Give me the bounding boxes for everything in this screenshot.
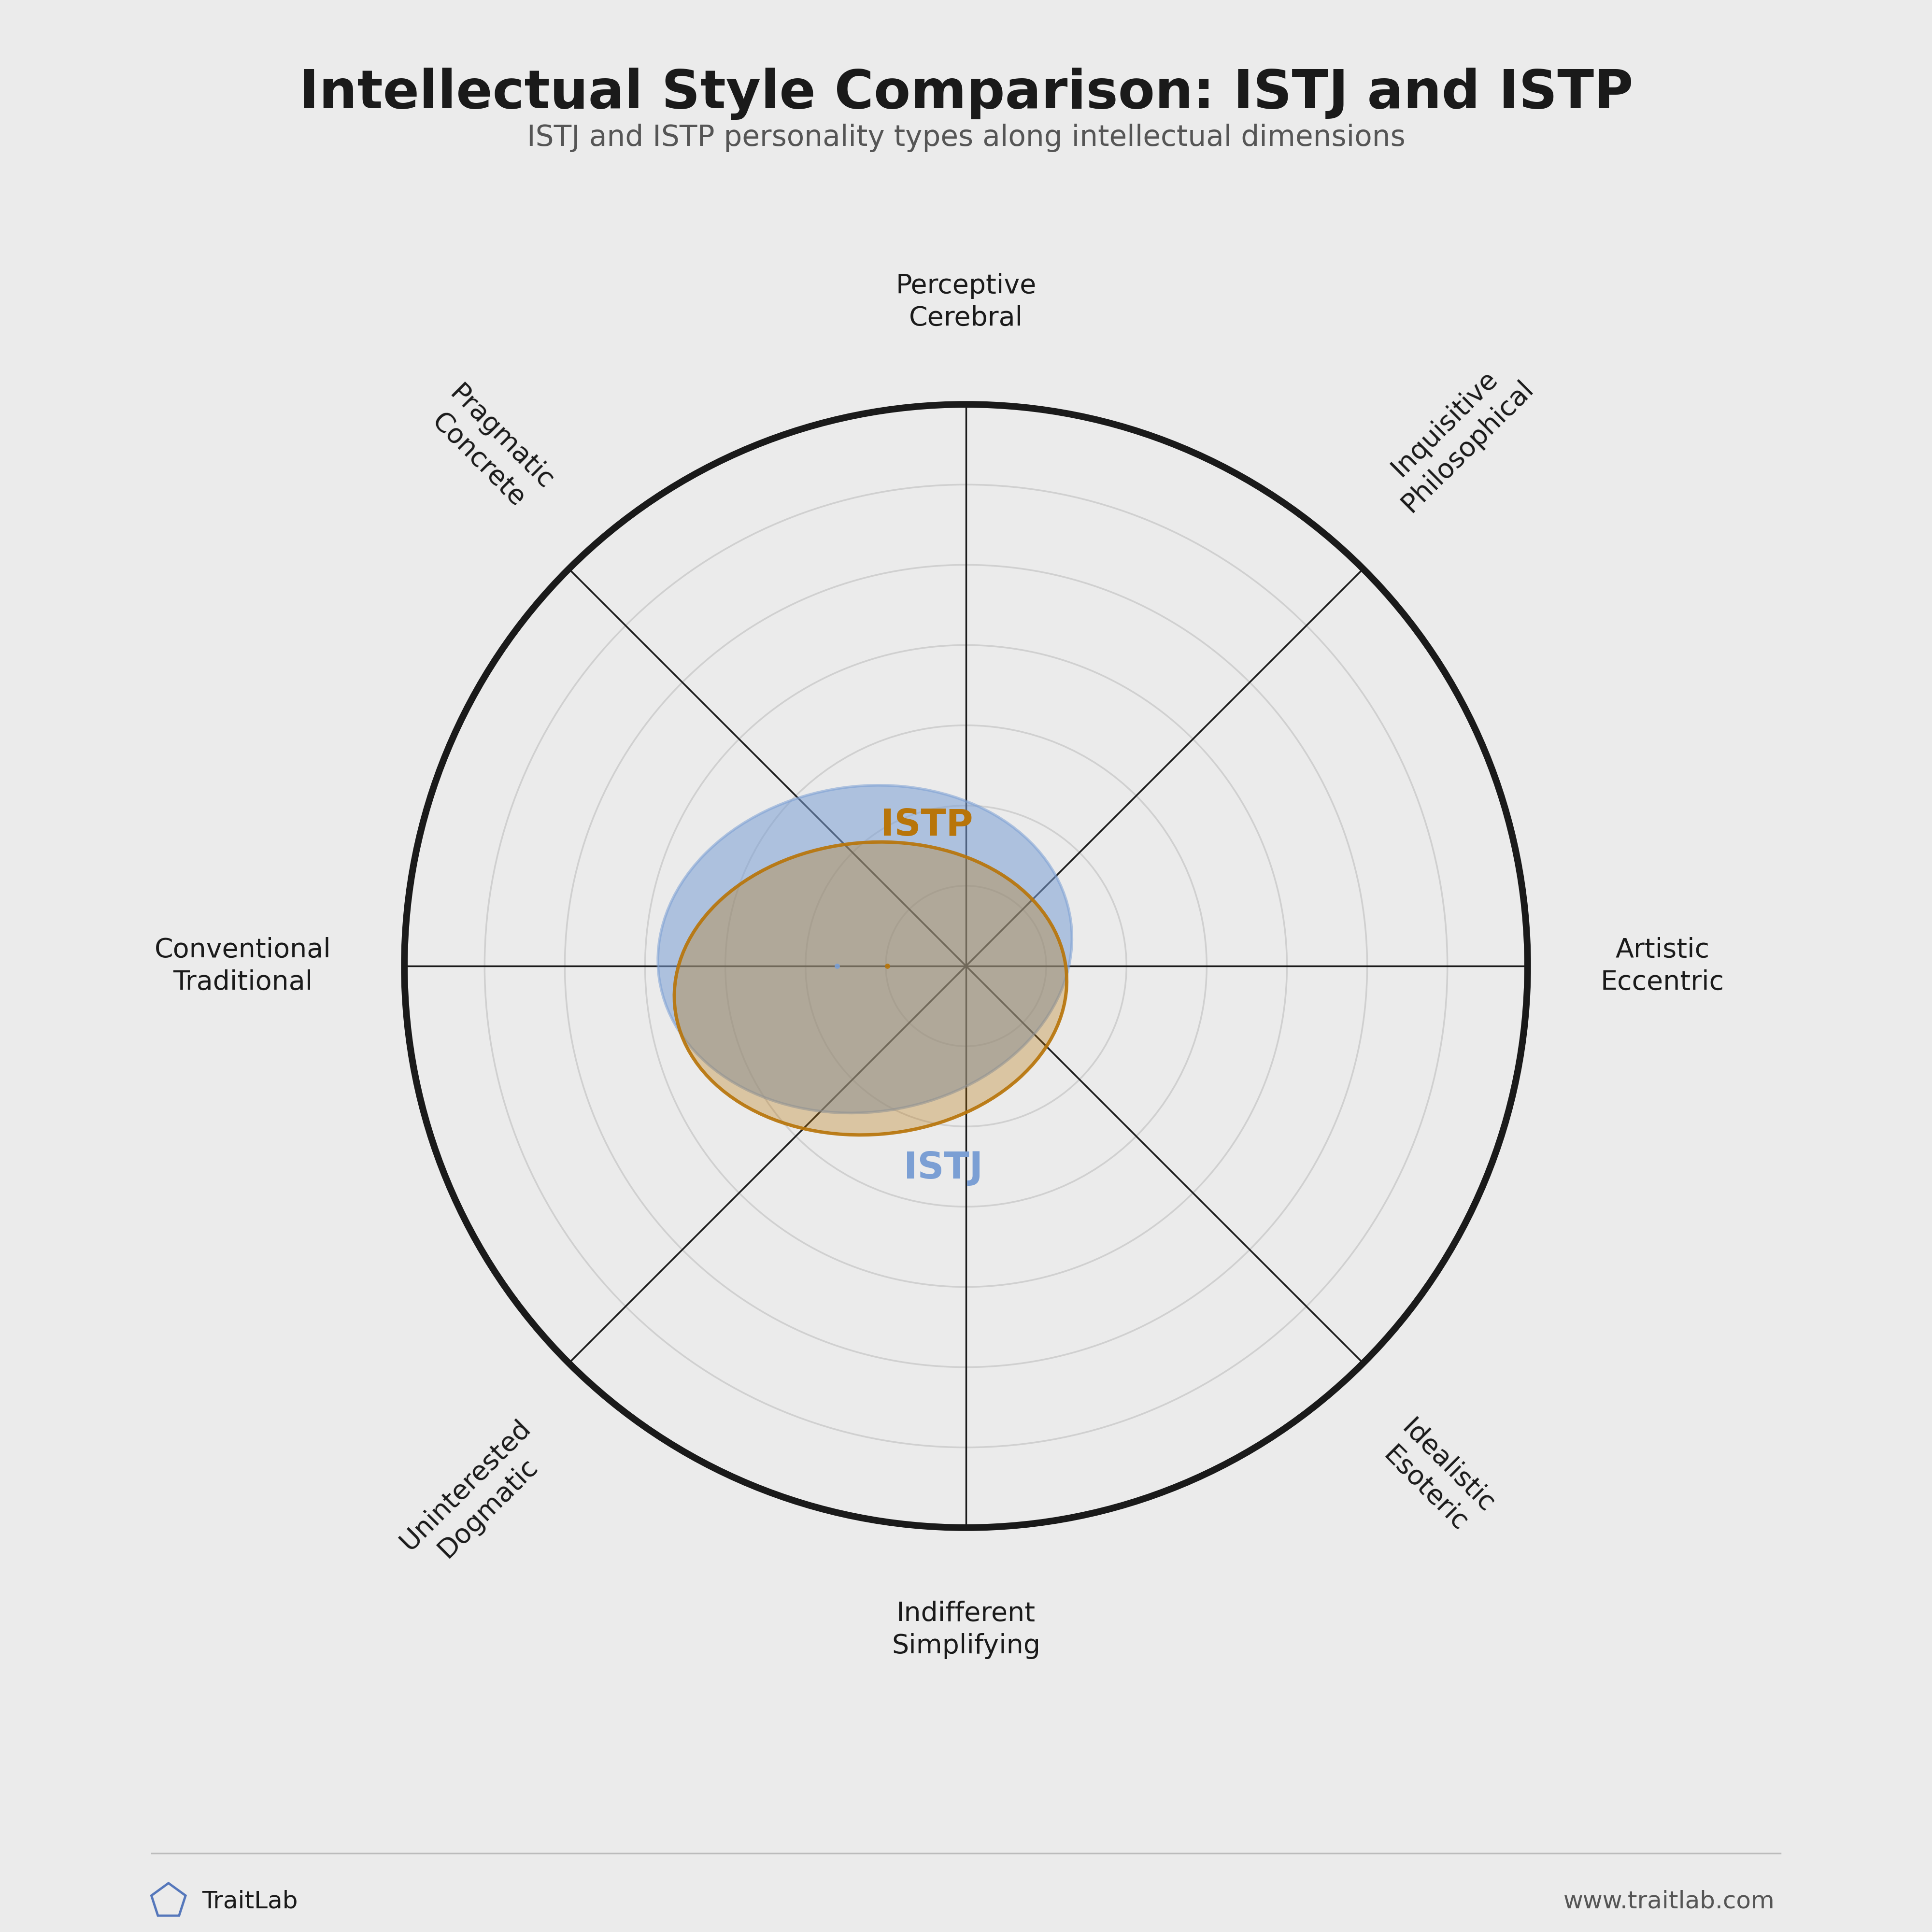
Text: Uninterested
Dogmatic: Uninterested Dogmatic [394, 1414, 558, 1578]
Text: Idealistic
Esoteric: Idealistic Esoteric [1374, 1414, 1499, 1540]
Text: Intellectual Style Comparison: ISTJ and ISTP: Intellectual Style Comparison: ISTJ and … [299, 68, 1633, 120]
Text: TraitLab: TraitLab [203, 1889, 298, 1913]
Ellipse shape [659, 784, 1072, 1113]
Text: ISTJ: ISTJ [904, 1150, 983, 1186]
Text: www.traitlab.com: www.traitlab.com [1563, 1889, 1776, 1913]
Text: Pragmatic
Concrete: Pragmatic Concrete [421, 381, 558, 518]
Text: Perceptive
Cerebral: Perceptive Cerebral [896, 272, 1036, 332]
Point [871, 951, 902, 981]
Point [821, 951, 852, 981]
Text: ISTJ and ISTP personality types along intellectual dimensions: ISTJ and ISTP personality types along in… [527, 124, 1405, 153]
Text: Indifferent
Simplifying: Indifferent Simplifying [891, 1600, 1039, 1660]
Text: Conventional
Traditional: Conventional Traditional [155, 937, 332, 995]
Text: ISTP: ISTP [881, 808, 974, 844]
Ellipse shape [674, 842, 1066, 1134]
Text: Inquisitive
Philosophical: Inquisitive Philosophical [1374, 352, 1538, 518]
Text: Artistic
Eccentric: Artistic Eccentric [1600, 937, 1725, 995]
